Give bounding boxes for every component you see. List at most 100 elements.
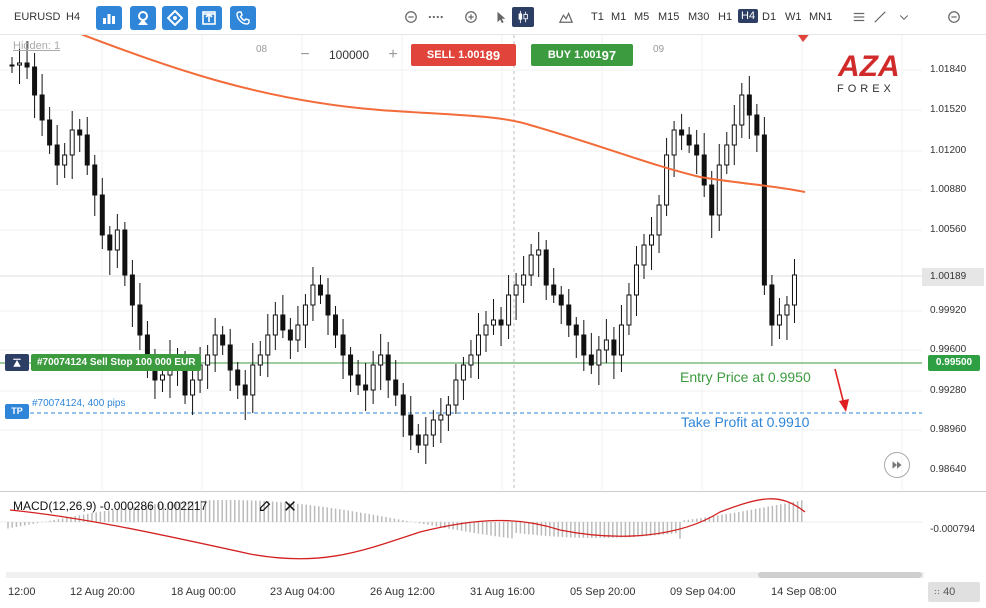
trade-button[interactable] [196, 6, 222, 30]
arrow-head-icon [839, 399, 849, 412]
tf-m5[interactable]: M5 [634, 11, 650, 23]
tf-d1[interactable]: D1 [762, 11, 777, 23]
bear-candle [746, 94, 752, 116]
close-small-icon [899, 15, 909, 20]
bull-candle [295, 324, 301, 341]
scrollbar-thumb[interactable] [758, 572, 922, 578]
bear-candle [99, 194, 105, 236]
tf-m30[interactable]: M30 [688, 11, 710, 23]
phone-button[interactable] [230, 6, 256, 30]
tf-h4[interactable]: H4 [738, 9, 759, 23]
bull-candle [257, 354, 263, 366]
bull-candle [716, 164, 722, 216]
bear-candle [92, 164, 98, 196]
bear-candle [558, 294, 564, 306]
zoom-level[interactable]: 40 [928, 582, 980, 602]
bear-candle [122, 229, 128, 276]
objects-icon [167, 10, 183, 26]
macd-signal-line [9, 498, 806, 560]
bar-chart-button[interactable] [96, 6, 122, 30]
draw-line-button[interactable] [872, 9, 888, 25]
remove-indicator-button[interactable] [283, 499, 299, 515]
bear-candle [400, 394, 406, 416]
chart-scrollbar[interactable] [6, 572, 924, 578]
list-button[interactable] [851, 9, 867, 25]
timeframe-label[interactable]: H4 [66, 11, 81, 23]
time-label: 18 Aug 00:00 [171, 586, 236, 598]
symbol-label[interactable]: EURUSD [14, 11, 61, 23]
tf-w1[interactable]: W1 [785, 11, 802, 23]
sell-button[interactable]: SELL 1.001 89 [411, 44, 516, 66]
close-dropdown-button[interactable] [896, 9, 912, 25]
bear-candle [363, 384, 369, 391]
bull-candle [114, 229, 120, 251]
bull-candle [69, 129, 75, 156]
tf-m15[interactable]: M15 [658, 11, 680, 23]
tf-h1[interactable]: H1 [718, 11, 733, 23]
bull-candle [378, 354, 384, 366]
candles-icon [518, 10, 528, 24]
bar-chart-icon [103, 14, 115, 24]
bull-candle [310, 284, 316, 306]
sell-price-main: 1.001 [458, 49, 486, 61]
sell-price-big: 89 [485, 47, 501, 63]
bull-candle [491, 319, 497, 326]
settings-circle-button[interactable] [403, 9, 419, 25]
dots-button[interactable] [426, 9, 446, 25]
tp-order-label[interactable]: #70074124, 400 pips [32, 398, 126, 409]
price-tick-label: 0.99600 [930, 344, 967, 355]
price-chart[interactable] [0, 35, 922, 490]
moving-average-line [80, 35, 806, 193]
time-label: 09 Sep 04:00 [670, 586, 736, 598]
quantity-increase-button[interactable]: + [388, 46, 398, 63]
bear-candle [325, 294, 331, 316]
objects-button[interactable] [162, 6, 188, 30]
quantity-decrease-button[interactable]: − [300, 46, 310, 63]
macd-pane[interactable] [0, 491, 922, 574]
price-tick-label: 1.01520 [930, 104, 967, 115]
order-label[interactable]: #70074124 Sell Stop 100 000 EUR [31, 354, 202, 371]
hidden-objects-label[interactable]: Hidden: 1 [13, 40, 61, 52]
tf-mn1[interactable]: MN1 [809, 11, 833, 23]
scroll-to-end-button[interactable] [884, 452, 910, 478]
bear-candle [242, 384, 248, 396]
bear-candle [573, 324, 579, 336]
candles-button[interactable] [512, 7, 534, 27]
bear-candle [220, 334, 226, 346]
entry-price-tag: 0.99500 [928, 355, 980, 371]
add-circle-button[interactable] [463, 9, 479, 25]
price-tick-label: 1.00560 [930, 224, 967, 235]
buy-label: BUY [547, 49, 572, 61]
bear-candle [107, 234, 113, 251]
bull-candle [17, 62, 23, 66]
bull-candle [265, 334, 271, 356]
buy-button[interactable]: BUY 1.001 97 [531, 44, 633, 66]
bear-candle [152, 369, 158, 381]
bear-candle [39, 94, 45, 121]
quantity-stepper[interactable]: − 100000 + [296, 44, 402, 66]
quantity-value[interactable]: 100000 [328, 48, 370, 62]
pointer-button[interactable] [493, 9, 509, 25]
edit-indicator-button[interactable] [258, 499, 274, 515]
mountain-chart-button[interactable] [558, 9, 574, 25]
draw-line-icon [874, 11, 886, 23]
phone-icon [236, 11, 250, 25]
bull-candle [656, 204, 662, 236]
sell-label: SELL [426, 49, 456, 61]
tf-m1[interactable]: M1 [611, 11, 627, 23]
bull-candle [521, 274, 527, 286]
current-price-tag: 1.00189 [922, 268, 984, 286]
tf-t1[interactable]: T1 [591, 11, 604, 23]
bear-candle [498, 319, 504, 326]
close-chart-button[interactable] [946, 9, 962, 25]
tp-badge[interactable]: TP [5, 404, 29, 419]
indicators-button[interactable] [130, 6, 156, 30]
session-label-08: 08 [256, 44, 268, 55]
bear-candle [355, 374, 361, 386]
time-label: 12:00 [8, 586, 36, 598]
order-badge[interactable] [5, 354, 29, 371]
macd-title[interactable]: MACD(12,26,9) -0.000286 0.002217 [13, 499, 208, 513]
bull-candle [483, 324, 489, 336]
bull-candle [513, 284, 519, 296]
